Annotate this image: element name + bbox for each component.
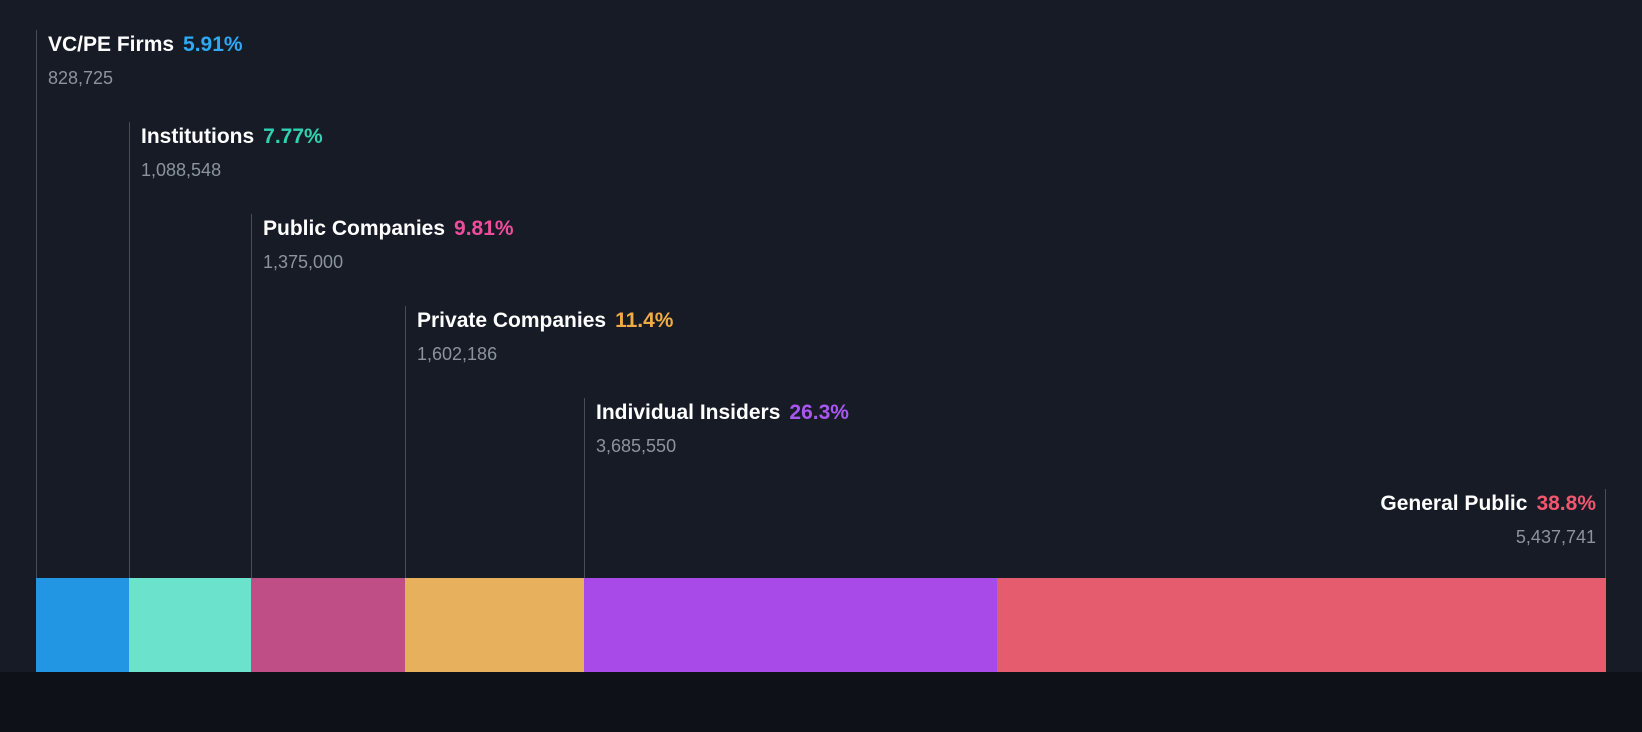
leader-line bbox=[36, 30, 37, 578]
leader-line bbox=[405, 306, 406, 578]
percentage-label: 11.4% bbox=[615, 309, 674, 332]
label-line: General Public 38.8% bbox=[1380, 491, 1596, 517]
label-group: Institutions 7.77% 1,088,548 bbox=[141, 124, 323, 181]
category-label: Public Companies bbox=[263, 217, 446, 240]
label-group: Private Companies 11.4% 1,602,186 bbox=[417, 308, 673, 365]
percentage-label: 26.3% bbox=[789, 401, 849, 424]
category-label: Private Companies bbox=[417, 309, 607, 332]
bar-segment-institutions[interactable] bbox=[128, 578, 251, 672]
label-line: Institutions 7.77% bbox=[141, 124, 323, 150]
share-count-label: 3,685,550 bbox=[596, 436, 677, 456]
share-count-label: 1,088,548 bbox=[141, 160, 222, 180]
share-count-label: 5,437,741 bbox=[1515, 527, 1596, 547]
label-line: Public Companies 9.81% bbox=[263, 216, 514, 242]
category-label: Institutions bbox=[141, 125, 255, 148]
share-count-label: 1,375,000 bbox=[263, 252, 344, 272]
leader-line bbox=[1605, 489, 1606, 578]
bar-segment-vc-pe-firms[interactable] bbox=[36, 578, 129, 672]
percentage-label: 9.81% bbox=[454, 217, 514, 240]
bar-segment-public-companies[interactable] bbox=[250, 578, 405, 672]
percentage-label: 7.77% bbox=[263, 125, 323, 148]
leader-line bbox=[129, 122, 130, 578]
footer-strip bbox=[0, 672, 1642, 732]
label-group: VC/PE Firms 5.91% 828,725 bbox=[48, 32, 243, 89]
ownership-bar bbox=[36, 578, 1606, 672]
label-group: General Public 38.8% 5,437,741 bbox=[1380, 491, 1596, 548]
share-count-label: 828,725 bbox=[48, 68, 114, 88]
bar-segment-individual-insiders[interactable] bbox=[583, 578, 997, 672]
label-group: Public Companies 9.81% 1,375,000 bbox=[263, 216, 514, 273]
leader-line bbox=[251, 214, 252, 578]
share-count-label: 1,602,186 bbox=[417, 344, 498, 364]
category-label: General Public bbox=[1380, 492, 1528, 515]
percentage-label: 38.8% bbox=[1536, 492, 1596, 515]
leader-line bbox=[584, 398, 585, 578]
category-label: VC/PE Firms bbox=[48, 33, 175, 56]
bar-segment-private-companies[interactable] bbox=[404, 578, 584, 672]
label-line: Individual Insiders 26.3% bbox=[596, 400, 849, 426]
bar-segment-general-public[interactable] bbox=[996, 578, 1606, 672]
label-line: VC/PE Firms 5.91% bbox=[48, 32, 243, 58]
label-line: Private Companies 11.4% bbox=[417, 308, 673, 334]
category-label: Individual Insiders bbox=[596, 401, 781, 424]
label-group: Individual Insiders 26.3% 3,685,550 bbox=[596, 400, 849, 457]
percentage-label: 5.91% bbox=[183, 33, 243, 56]
